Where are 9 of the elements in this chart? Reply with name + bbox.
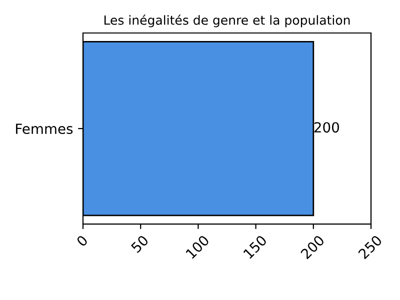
x-tick-label: 50 bbox=[130, 234, 150, 254]
x-tick-label: 200 bbox=[300, 234, 325, 260]
y-tick-label: Femmes bbox=[16, 124, 73, 134]
x-tick-label: 100 bbox=[185, 234, 210, 260]
data-label: 200 bbox=[314, 122, 339, 133]
x-tick-label: 150 bbox=[242, 234, 268, 260]
x-tick-label: 0 bbox=[76, 234, 88, 248]
chart-title: Les inégalités de genre et la population bbox=[104, 14, 350, 28]
x-tick-label: 250 bbox=[358, 234, 383, 260]
